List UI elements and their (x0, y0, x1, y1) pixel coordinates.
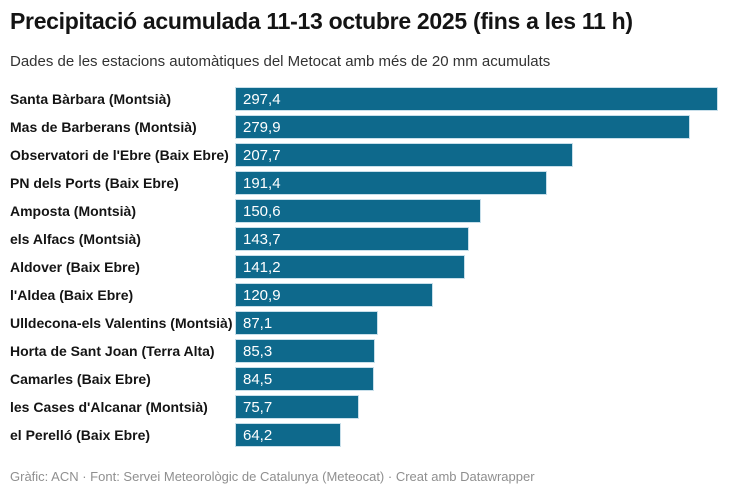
bar-value-label: 191,4 (243, 174, 281, 192)
precipitation-bar: 75,7 (236, 396, 359, 418)
bar-value-label: 75,7 (243, 398, 273, 416)
bar-value-label: 85,3 (243, 342, 273, 360)
bar-track: 120,9 (236, 284, 717, 306)
bar-value-label: 87,1 (243, 314, 273, 332)
bar-row: Aldover (Baix Ebre) 141,2 (0, 256, 730, 278)
bar-value-label: 141,2 (243, 258, 281, 276)
precipitation-bar: 64,2 (236, 424, 340, 446)
precipitation-bar: 87,1 (236, 312, 377, 334)
station-label: Mas de Barberans (Montsià) (10, 119, 197, 135)
precipitation-bar: 279,9 (236, 116, 689, 138)
bar-row: Horta de Sant Joan (Terra Alta) 85,3 (0, 340, 730, 362)
bar-track: 207,7 (236, 144, 717, 166)
bar-row: Camarles (Baix Ebre) 84,5 (0, 368, 730, 390)
station-label: Amposta (Montsià) (10, 203, 136, 219)
bar-row: Observatori de l'Ebre (Baix Ebre) 207,7 (0, 144, 730, 166)
bar-track: 141,2 (236, 256, 717, 278)
station-label: Horta de Sant Joan (Terra Alta) (10, 343, 215, 359)
bar-row: Amposta (Montsià) 150,6 (0, 200, 730, 222)
station-label: PN dels Ports (Baix Ebre) (10, 175, 179, 191)
precipitation-bar: 141,2 (236, 256, 465, 278)
precipitation-bar: 150,6 (236, 200, 480, 222)
precipitation-bar: 85,3 (236, 340, 374, 362)
bar-value-label: 64,2 (243, 426, 273, 444)
bar-track: 297,4 (236, 88, 717, 110)
precipitation-bar: 297,4 (236, 88, 717, 110)
bar-track: 85,3 (236, 340, 717, 362)
station-label: Santa Bàrbara (Montsià) (10, 91, 172, 107)
bar-row: l'Aldea (Baix Ebre) 120,9 (0, 284, 730, 306)
bar-value-label: 84,5 (243, 370, 273, 388)
chart-credit: Gràfic: ACN · Font: Servei Meteorològic … (10, 469, 535, 484)
bar-row: el Perelló (Baix Ebre) 64,2 (0, 424, 730, 446)
bar-row: els Alfacs (Montsià) 143,7 (0, 228, 730, 250)
bar-value-label: 150,6 (243, 202, 281, 220)
station-label: Observatori de l'Ebre (Baix Ebre) (10, 147, 229, 163)
precipitation-bar: 191,4 (236, 172, 546, 194)
bar-track: 150,6 (236, 200, 717, 222)
chart-title: Precipitació acumulada 11-13 octubre 202… (10, 8, 633, 34)
bar-row: les Cases d'Alcanar (Montsià) 75,7 (0, 396, 730, 418)
bar-chart: Santa Bàrbara (Montsià) 297,4 Mas de Barbe… (0, 88, 730, 446)
bar-value-label: 279,9 (243, 118, 281, 136)
bar-value-label: 120,9 (243, 286, 281, 304)
bar-track: 279,9 (236, 116, 717, 138)
bar-row: Mas de Barberans (Montsià) 279,9 (0, 116, 730, 138)
bar-row: Ulldecona-els Valentins (Montsià) 87,1 (0, 312, 730, 334)
bar-row: PN dels Ports (Baix Ebre) 191,4 (0, 172, 730, 194)
bar-track: 75,7 (236, 396, 717, 418)
bar-track: 87,1 (236, 312, 717, 334)
bar-value-label: 143,7 (243, 230, 281, 248)
precipitation-bar: 143,7 (236, 228, 469, 250)
station-label: els Alfacs (Montsià) (10, 231, 141, 247)
bar-value-label: 207,7 (243, 146, 281, 164)
station-label: l'Aldea (Baix Ebre) (10, 287, 134, 303)
bar-value-label: 297,4 (243, 90, 281, 108)
precipitation-bar: 84,5 (236, 368, 373, 390)
bar-track: 191,4 (236, 172, 717, 194)
station-label: Ulldecona-els Valentins (Montsià) (10, 315, 233, 331)
bar-track: 64,2 (236, 424, 717, 446)
station-label: les Cases d'Alcanar (Montsià) (10, 399, 208, 415)
station-label: Aldover (Baix Ebre) (10, 259, 140, 275)
bar-track: 143,7 (236, 228, 717, 250)
chart-subtitle: Dades de les estacions automàtiques del … (10, 53, 551, 70)
station-label: el Perelló (Baix Ebre) (10, 427, 151, 443)
station-label: Camarles (Baix Ebre) (10, 371, 151, 387)
bar-track: 84,5 (236, 368, 717, 390)
precipitation-bar: 120,9 (236, 284, 432, 306)
precipitation-bar: 207,7 (236, 144, 572, 166)
bar-row: Santa Bàrbara (Montsià) 297,4 (0, 88, 730, 110)
